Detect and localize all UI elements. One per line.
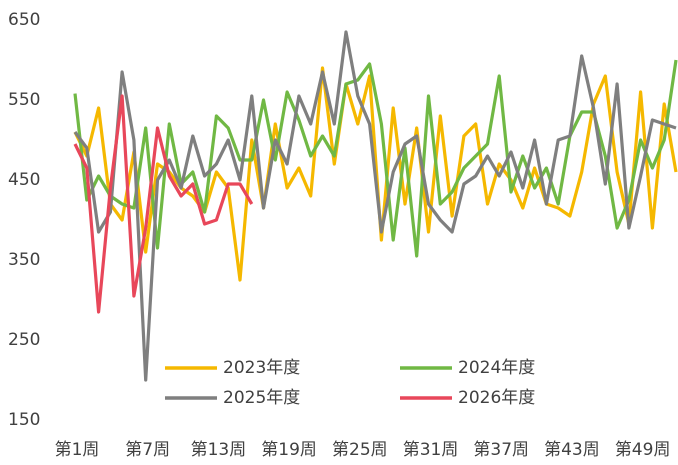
legend-label: 2026年度	[458, 388, 535, 408]
x-tick-label: 第19周	[261, 440, 317, 460]
y-tick-label: 650	[8, 10, 40, 30]
x-tick-label: 第37周	[473, 440, 529, 460]
y-tick-label: 450	[8, 170, 40, 190]
legend-label: 2024年度	[458, 358, 535, 378]
x-tick-label: 第49周	[615, 440, 671, 460]
x-tick-label: 第31周	[403, 440, 459, 460]
legend-label: 2023年度	[223, 358, 300, 378]
series-line	[73, 66, 678, 282]
y-tick-label: 250	[8, 330, 40, 350]
x-tick-label: 第1周	[55, 440, 100, 460]
legend-label: 2025年度	[223, 388, 300, 408]
series-line	[73, 94, 254, 314]
x-tick-label: 第25周	[332, 440, 388, 460]
series-line	[73, 59, 678, 258]
x-tick-label: 第7周	[125, 440, 170, 460]
y-tick-label: 350	[8, 250, 40, 270]
y-tick-label: 550	[8, 90, 40, 110]
x-tick-label: 第13周	[191, 440, 247, 460]
series-line	[73, 30, 677, 382]
y-tick-label: 150	[8, 410, 40, 430]
x-tick-label: 第43周	[544, 440, 600, 460]
